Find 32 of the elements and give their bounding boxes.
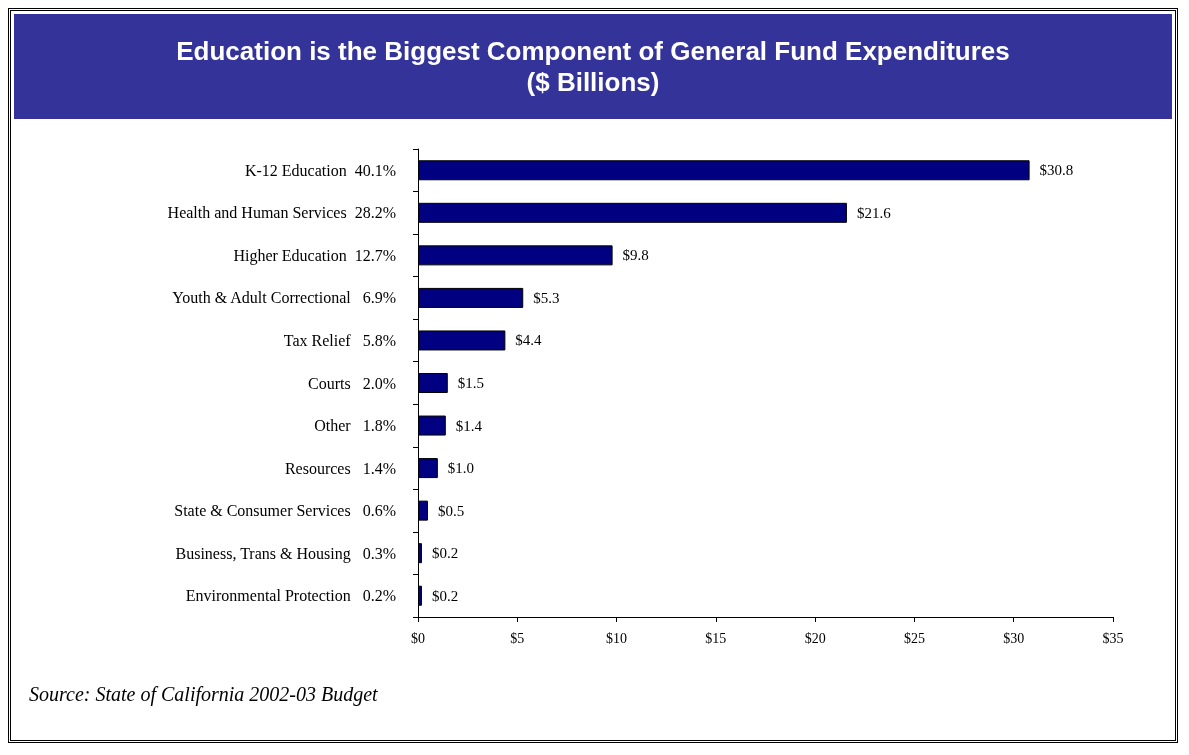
y-tick-label: Resources 1.4%: [284, 459, 396, 477]
y-tick-label: Courts 2.0%: [308, 374, 396, 392]
y-tick-label: K-12 Education 40.1%: [244, 161, 396, 179]
y-tick-label: State & Consumer Services 0.6%: [174, 502, 396, 520]
y-tick-label: Other 1.8%: [314, 417, 396, 435]
chart-title: Education is the Biggest Component of General Fund Expenditures ($ Billions): [175, 35, 1011, 98]
y-tick-label: Youth & Adult Correctional 6.9%: [172, 289, 396, 307]
data-label: $5.3: [533, 289, 560, 306]
y-tick-label: Health and Human Services 28.2%: [167, 204, 396, 222]
y-tick-label: Higher Education 12.7%: [233, 246, 396, 265]
x-tick-label: $25: [903, 630, 925, 646]
x-tick-label: $35: [1102, 630, 1124, 646]
data-label: $9.8: [622, 247, 649, 264]
x-tick-label: $15: [705, 630, 727, 646]
y-tick-label: Environmental Protection 0.2%: [185, 587, 396, 605]
x-tick-label: $30: [1003, 630, 1025, 646]
data-label: $0.2: [431, 545, 459, 562]
source-note: Source: State of California 2002-03 Budget: [29, 683, 379, 706]
data-label: $21.6: [856, 204, 892, 221]
y-tick-label: Tax Relief 5.8%: [283, 331, 396, 349]
data-label: $0.2: [431, 587, 459, 604]
y-tick-label: Business, Trans & Housing 0.3%: [175, 544, 396, 563]
data-label: $1.0: [447, 460, 475, 477]
data-label: $4.4: [515, 332, 543, 349]
x-tick-label: $10: [606, 630, 628, 646]
data-label: $1.5: [457, 375, 485, 391]
x-tick-label: $0: [411, 630, 425, 646]
x-tick-label: $20: [804, 630, 826, 646]
data-label: $0.5: [437, 502, 465, 519]
data-label: $30.8: [1039, 162, 1074, 179]
x-tick-label: $5: [510, 630, 525, 646]
data-label: $1.4: [455, 417, 483, 434]
